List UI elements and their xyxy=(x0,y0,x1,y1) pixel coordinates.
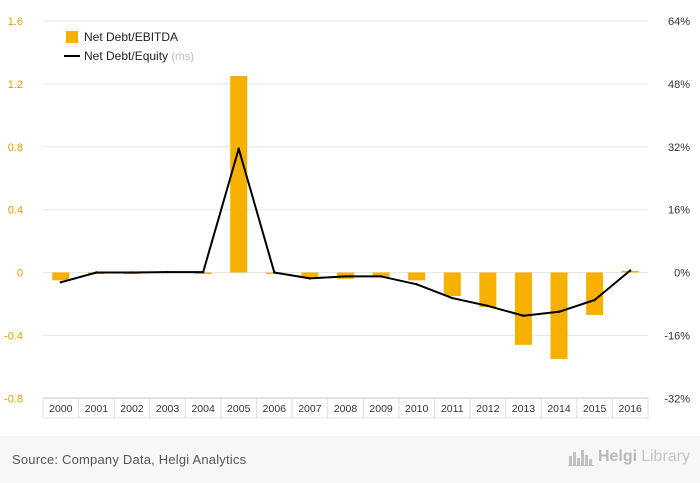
bar xyxy=(301,272,319,278)
right-tick-label: 0% xyxy=(674,268,690,280)
right-tick-label: 48% xyxy=(668,79,690,91)
left-tick-label: -0.8 xyxy=(4,393,23,405)
brand-logo: Helgi Library xyxy=(567,448,690,466)
x-tick-label: 2006 xyxy=(263,403,287,415)
line-point xyxy=(344,275,347,278)
line-point xyxy=(130,271,134,274)
bar xyxy=(230,76,248,273)
line-point xyxy=(629,269,632,272)
bar xyxy=(550,272,568,359)
series-line xyxy=(60,147,631,317)
line-point xyxy=(522,314,525,317)
bar xyxy=(372,272,390,278)
legend: Net Debt/EBITDA Net Debt/Equity (rhs) xyxy=(64,30,194,63)
line-point xyxy=(593,298,596,302)
line-point xyxy=(308,277,312,280)
legend-label: Net Debt/EBITDA xyxy=(84,30,178,44)
x-tick-label: 2003 xyxy=(156,403,180,415)
bar xyxy=(408,272,426,281)
line-point xyxy=(415,283,418,286)
x-tick-label: 2015 xyxy=(583,403,607,415)
x-tick-label: 2009 xyxy=(369,403,393,415)
line-point xyxy=(557,310,561,313)
x-tick-label: 2004 xyxy=(191,403,215,415)
x-tick-label: 2011 xyxy=(441,403,464,415)
line-point xyxy=(273,271,276,274)
x-tick-label: 2005 xyxy=(227,403,251,415)
brand-name: Helgi xyxy=(597,448,638,465)
bar xyxy=(479,272,497,308)
legend-swatch-bar xyxy=(66,31,78,43)
x-tick-label: 2010 xyxy=(405,403,429,415)
x-tick-label: 2016 xyxy=(619,403,643,415)
x-tick-label: 2007 xyxy=(298,403,322,415)
legend-series-suffix: (rhs) xyxy=(171,51,194,63)
right-tick-label: -32% xyxy=(664,393,690,405)
bar-series xyxy=(52,76,639,359)
left-tick-label: -0.4 xyxy=(4,330,23,342)
left-tick-label: 1.2 xyxy=(8,79,23,91)
right-tick-label: 32% xyxy=(668,142,690,154)
line-point xyxy=(237,147,240,150)
line-point xyxy=(59,281,62,284)
x-tick-label: 2014 xyxy=(547,403,571,415)
source-note: Source: Company Data, Helgi Analytics xyxy=(12,452,247,467)
chart: 1.6 1.2 0.8 0.4 0 -0.4 -0.8 64% 48% 32% 16% 0% -16%… xyxy=(4,16,690,419)
x-tick-label: 2012 xyxy=(476,403,500,415)
left-tick-label: 1.6 xyxy=(8,16,23,28)
right-tick-label: 16% xyxy=(668,205,690,217)
left-tick-label: 0.8 xyxy=(8,142,23,154)
right-tick-label: -16% xyxy=(664,330,690,342)
right-axis: 64% 48% 32% 16% 0% -16% -32% xyxy=(664,16,690,405)
bar xyxy=(514,272,532,345)
x-tick-label: 2002 xyxy=(120,403,144,415)
x-tick-label: 2000 xyxy=(49,403,73,415)
left-tick-label: 0 xyxy=(17,268,23,280)
left-axis: 1.6 1.2 0.8 0.4 0 -0.4 -0.8 xyxy=(4,16,23,405)
legend-series-name: Net Debt/Equity xyxy=(84,49,171,63)
x-tick-label: 2013 xyxy=(512,403,536,415)
left-tick-label: 0.4 xyxy=(8,205,23,217)
legend-label: Net Debt/Equity (rhs) xyxy=(84,49,194,63)
x-tick-label: 2001 xyxy=(85,403,109,415)
line-point xyxy=(166,270,169,274)
line-point xyxy=(379,275,383,278)
line-point xyxy=(486,304,490,308)
x-tick-label: 2008 xyxy=(334,403,358,415)
city-skyline-icon xyxy=(567,450,594,466)
brand-suffix: Library xyxy=(641,448,690,465)
bar xyxy=(586,272,604,315)
line-series xyxy=(59,147,632,317)
x-axis: 2000 2001 2002 2003 2004 2005 2006 2007 2008 2009… xyxy=(42,397,649,419)
bar xyxy=(52,272,70,281)
line-point xyxy=(201,270,205,274)
right-tick-label: 64% xyxy=(668,16,690,28)
line-point xyxy=(451,296,454,300)
line-point xyxy=(95,271,98,274)
bar xyxy=(443,272,461,297)
